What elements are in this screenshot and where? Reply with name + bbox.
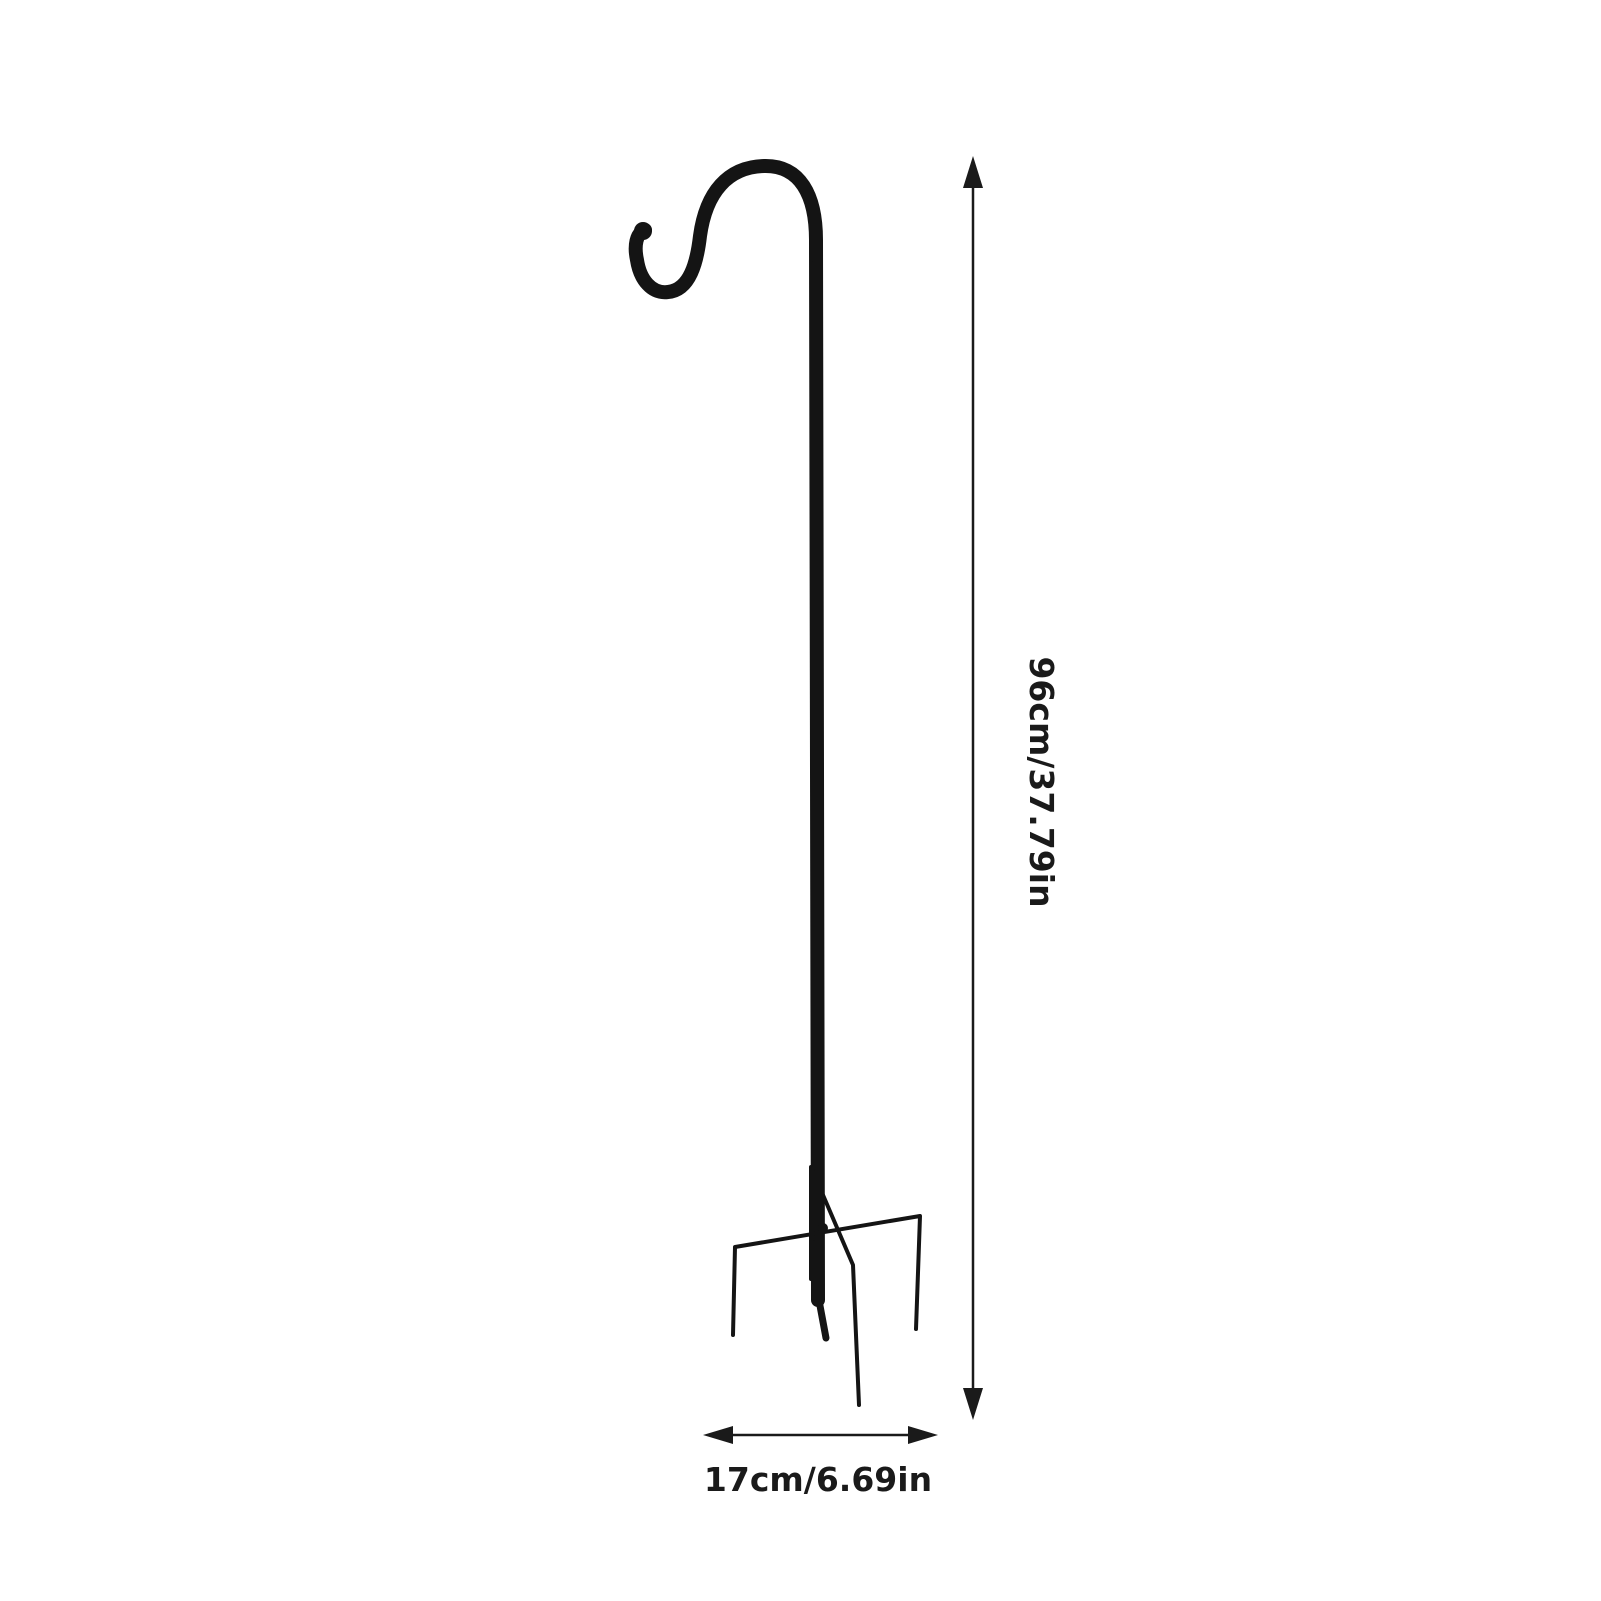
width-arrow-right [908, 1426, 938, 1444]
width-label: 17cm/6.69in [704, 1460, 932, 1499]
width-dimension: 17cm/6.69in [703, 1426, 938, 1499]
height-arrow-bottom [963, 1388, 983, 1420]
hook-tip [634, 222, 652, 240]
stake-joint [818, 1223, 828, 1233]
ground-stake [731, 1165, 922, 1407]
height-arrow-top [963, 156, 983, 188]
shepherd-hook [628, 158, 825, 1307]
width-arrow-left [703, 1426, 733, 1444]
hook-shaft [628, 158, 825, 1307]
hook-highlight [811, 261, 815, 1241]
stake-crossbar-main [731, 1214, 922, 1337]
height-label: 96cm/37.79in [1022, 656, 1061, 907]
stake-center-spike [814, 1291, 830, 1342]
height-dimension: 96cm/37.79in [963, 156, 1061, 1420]
stake-crossbar-diagonal [809, 1165, 861, 1407]
